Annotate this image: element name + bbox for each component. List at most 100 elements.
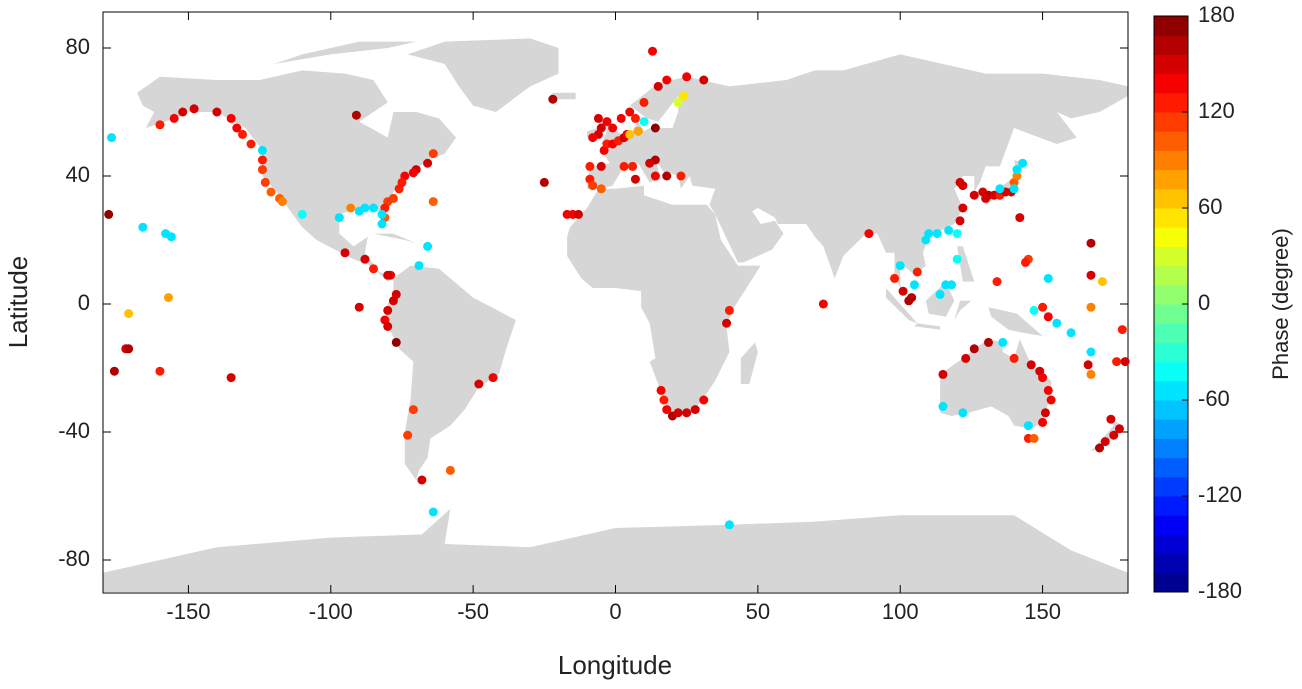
station-point <box>1083 360 1093 370</box>
colorbar-tick-label: 60 <box>1198 194 1222 219</box>
station-point <box>368 203 378 213</box>
colorbar-segment <box>1154 438 1188 459</box>
station-point <box>944 225 954 235</box>
station-point <box>360 254 370 264</box>
station-point <box>1026 360 1036 370</box>
station-point <box>1114 424 1124 434</box>
station-point <box>1029 305 1039 315</box>
station-point <box>297 209 307 219</box>
station-point <box>818 299 828 309</box>
colorbar-tick-label: 0 <box>1198 290 1210 315</box>
station-point <box>138 222 148 232</box>
station-point <box>724 520 734 530</box>
station-point <box>109 366 119 376</box>
station-point <box>334 213 344 223</box>
station-point <box>958 203 968 213</box>
station-point <box>1100 437 1110 447</box>
station-point <box>166 232 176 242</box>
station-point <box>155 120 165 130</box>
station-point <box>907 293 917 303</box>
station-point <box>155 366 165 376</box>
station-point <box>650 123 660 133</box>
station-point <box>1029 433 1039 443</box>
station-point <box>961 353 971 363</box>
station-point <box>673 97 683 107</box>
y-tick-label: -80 <box>58 546 90 571</box>
station-point <box>1043 273 1053 283</box>
station-point <box>257 155 267 165</box>
station-point <box>659 395 669 405</box>
station-point <box>958 408 968 418</box>
station-point <box>938 369 948 379</box>
station-point <box>417 475 427 485</box>
colorbar-segment <box>1154 534 1188 555</box>
station-point <box>895 261 905 271</box>
station-point <box>650 171 660 181</box>
station-point <box>1018 158 1028 168</box>
colorbar-segment <box>1154 553 1188 574</box>
colorbar-segment <box>1154 16 1188 36</box>
station-point <box>1015 213 1025 223</box>
station-point <box>864 229 874 239</box>
station-point <box>1086 238 1096 248</box>
station-point <box>383 270 393 280</box>
station-point <box>266 187 276 197</box>
station-point <box>593 113 603 123</box>
station-point <box>596 184 606 194</box>
station-point <box>722 318 732 328</box>
station-point <box>169 113 179 123</box>
station-point <box>938 401 948 411</box>
land <box>103 38 1128 592</box>
station-point <box>428 197 438 207</box>
station-point <box>124 344 134 354</box>
station-point <box>1066 328 1076 338</box>
station-point <box>474 379 484 389</box>
station-point <box>952 229 962 239</box>
x-axis-label: Longitude <box>558 650 672 680</box>
station-point <box>383 305 393 315</box>
station-point <box>909 280 919 290</box>
station-point <box>189 104 199 114</box>
station-point <box>445 465 455 475</box>
station-point <box>1023 421 1033 431</box>
station-point <box>414 261 424 271</box>
colorbar-segment <box>1154 419 1188 439</box>
station-point <box>645 158 655 168</box>
station-point <box>662 405 672 415</box>
station-point <box>423 241 433 251</box>
station-point <box>1109 430 1119 440</box>
station-point <box>898 286 908 296</box>
colorbar-segment <box>1154 342 1188 363</box>
station-point <box>630 113 640 123</box>
station-point <box>890 273 900 283</box>
station-point <box>625 129 635 139</box>
station-point <box>257 165 267 175</box>
station-point <box>377 219 387 229</box>
station-point <box>724 305 734 315</box>
station-point <box>488 373 498 383</box>
station-point <box>573 209 583 219</box>
station-point <box>983 337 993 347</box>
station-point <box>662 171 672 181</box>
station-point <box>1038 373 1048 383</box>
station-point <box>1117 325 1127 335</box>
x-tick-label: 0 <box>609 599 621 624</box>
station-point <box>340 248 350 258</box>
station-point <box>1052 318 1062 328</box>
colorbar-segment <box>1154 35 1188 55</box>
colorbar-segment <box>1154 400 1188 420</box>
station-point <box>1046 395 1056 405</box>
station-point <box>1086 302 1096 312</box>
x-tick-label: 150 <box>1024 599 1061 624</box>
station-point <box>992 277 1002 287</box>
station-point <box>428 507 438 517</box>
station-point <box>377 209 387 219</box>
station-point <box>1120 357 1130 367</box>
station-point <box>952 254 962 264</box>
y-tick-label: 0 <box>78 290 90 315</box>
station-point <box>178 107 188 117</box>
station-point <box>163 293 173 303</box>
station-point <box>1097 277 1107 287</box>
x-tick-label: -100 <box>309 599 353 624</box>
colorbar-segment <box>1154 73 1188 94</box>
